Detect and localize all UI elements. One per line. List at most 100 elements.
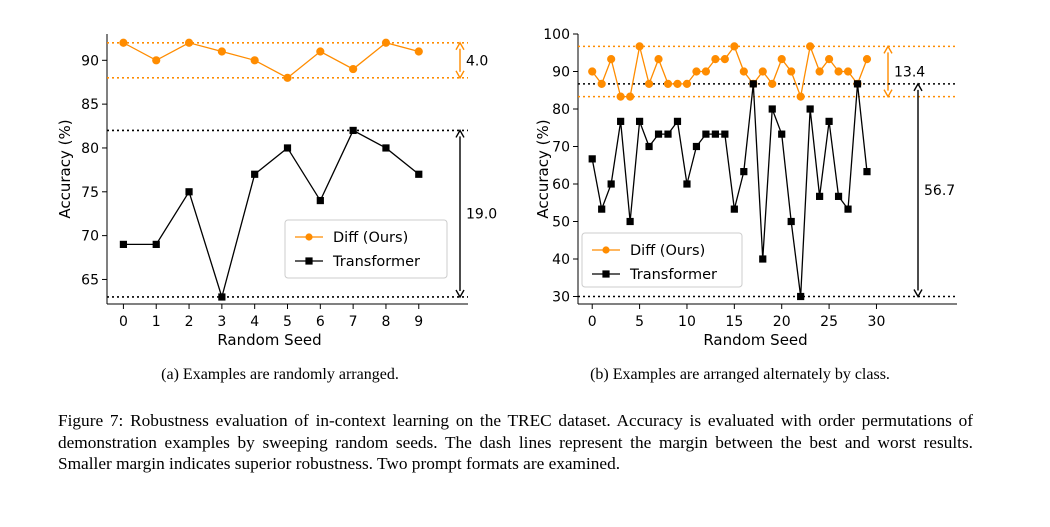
data-point-diff: [217, 47, 226, 56]
y-tick-label: 80: [81, 141, 99, 157]
data-point-transformer: [806, 105, 814, 113]
data-point-diff: [787, 67, 796, 76]
data-point-transformer: [825, 117, 833, 125]
data-point-diff: [349, 64, 358, 74]
data-point-diff: [381, 38, 391, 47]
legend-box: [581, 232, 743, 288]
y-axis-label: Accuracy (%): [56, 119, 74, 218]
data-point-transformer: [683, 180, 691, 188]
data-point-diff: [834, 67, 843, 76]
margin-arrow-head-down: [455, 289, 465, 299]
data-point-transformer: [844, 205, 852, 213]
data-point-diff: [607, 55, 616, 64]
data-point-diff: [815, 67, 824, 76]
data-point-diff: [720, 55, 729, 64]
figure-caption-text: Robustness evaluation of in-context lear…: [58, 411, 973, 473]
series-line-transformer: [591, 83, 868, 297]
data-point-diff: [758, 67, 767, 76]
data-point-diff: [730, 42, 739, 51]
x-tick-label: 4: [250, 314, 259, 330]
legend-marker-diff: [602, 246, 610, 254]
data-point-diff: [777, 55, 786, 64]
data-point-transformer: [218, 293, 226, 301]
data-point-transformer: [664, 130, 672, 138]
margin-arrow-head-up: [455, 129, 465, 138]
legend-box: [284, 219, 448, 279]
figure-caption: Figure 7: Robustness evaluation of in-co…: [58, 410, 973, 475]
legend-marker-transformer: [602, 270, 610, 278]
data-point-transformer: [816, 192, 824, 200]
series-line-diff: [591, 43, 868, 100]
data-point-transformer: [382, 144, 390, 152]
data-point-diff: [711, 55, 720, 64]
data-point-diff: [843, 67, 853, 76]
x-axis-label: Random Seed: [703, 331, 807, 349]
data-point-diff: [414, 47, 423, 56]
data-point-diff: [824, 55, 834, 64]
data-point-transformer: [787, 217, 795, 226]
data-point-transformer: [853, 80, 862, 88]
margin-arrow: [883, 44, 893, 99]
x-tick-label: 5: [283, 314, 292, 330]
data-point-transformer: [349, 126, 357, 135]
legend-label-diff: Diff (Ours): [630, 243, 705, 259]
data-point-diff: [152, 56, 161, 65]
data-point-transformer: [730, 205, 738, 213]
data-point-diff: [682, 79, 692, 88]
data-point-transformer: [702, 130, 710, 138]
y-tick-label: 85: [81, 97, 99, 113]
data-point-transformer: [834, 192, 843, 200]
margin-label: 19.0: [466, 207, 497, 223]
data-point-transformer: [251, 170, 259, 178]
margin-label: 56.7: [924, 183, 955, 199]
margin-arrow-head-up: [913, 82, 923, 92]
data-point-transformer: [673, 117, 682, 125]
subcaption-b: (b) Examples are arranged alternately by…: [590, 366, 890, 383]
margin-label: 13.4: [894, 65, 925, 81]
data-point-transformer: [598, 205, 606, 213]
data-point-diff: [768, 79, 777, 88]
margin-arrow: [455, 41, 465, 80]
x-axis-label: Random Seed: [217, 331, 321, 349]
x-tick-label: 6: [316, 314, 325, 330]
data-point-transformer: [768, 105, 776, 113]
figure-number: Figure 7:: [58, 411, 124, 430]
subcaption-a: (a) Examples are randomly arranged.: [161, 366, 399, 383]
data-point-diff: [644, 79, 654, 88]
x-tick-label: 20: [773, 314, 791, 330]
data-point-transformer: [283, 144, 292, 152]
x-tick-label: 0: [588, 314, 597, 330]
data-point-diff: [806, 42, 815, 51]
data-point-diff: [184, 38, 194, 47]
data-point-diff: [692, 67, 701, 76]
y-tick-label: 60: [552, 177, 570, 193]
margin-arrow-head-down: [455, 70, 465, 80]
x-tick-label: 0: [119, 314, 128, 330]
data-point-diff: [588, 67, 597, 76]
margin-arrow-head-up: [883, 44, 893, 54]
data-point-diff: [626, 92, 635, 101]
y-tick-label: 75: [81, 185, 99, 201]
legend: Diff (Ours) Transformer: [581, 232, 743, 288]
data-point-diff: [654, 55, 663, 64]
data-point-transformer: [316, 196, 324, 205]
y-tick-label: 90: [81, 53, 99, 69]
y-tick-label: 100: [543, 27, 570, 43]
data-point-transformer: [759, 255, 767, 263]
data-point-diff: [316, 47, 325, 56]
legend-label-transformer: Transformer: [332, 254, 420, 270]
data-point-diff: [597, 79, 606, 88]
series-line-diff: [123, 42, 419, 79]
data-point-transformer: [711, 130, 719, 138]
data-point-transformer: [654, 130, 663, 138]
margin-arrow: [913, 82, 923, 298]
x-tick-label: 10: [678, 314, 696, 330]
data-point-transformer: [692, 142, 701, 151]
data-point-transformer: [152, 240, 160, 248]
data-point-diff: [635, 42, 644, 51]
x-tick-label: 25: [820, 314, 838, 330]
margin-label: 4.0: [466, 53, 488, 69]
data-point-diff: [673, 79, 682, 88]
data-point-transformer: [626, 217, 634, 226]
data-point-transformer: [721, 130, 729, 138]
